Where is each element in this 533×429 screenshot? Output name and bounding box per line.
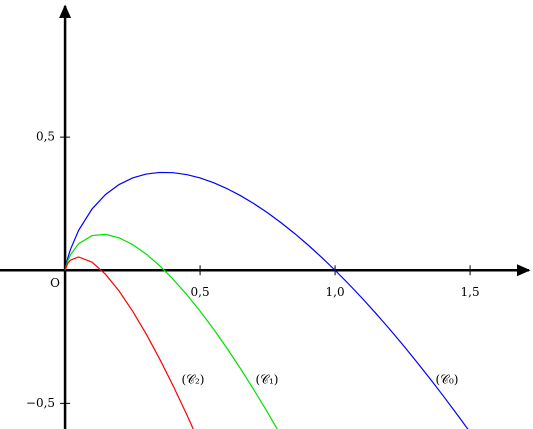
curve	[64, 233, 278, 429]
curve-label: (𝒞₂)	[182, 373, 205, 387]
origin-label: O	[50, 276, 60, 290]
y-tick-label: 0,5	[36, 130, 55, 144]
curve	[64, 171, 469, 429]
curve-label: (𝒞₀)	[436, 373, 459, 387]
curve	[64, 256, 194, 429]
x-tick-label: 1,5	[461, 285, 480, 299]
y-tick-label: −0,5	[26, 396, 55, 410]
curve-label: (𝒞₁)	[256, 373, 279, 387]
x-tick-label: 0,5	[191, 285, 210, 299]
x-tick-label: 1,0	[326, 285, 345, 299]
